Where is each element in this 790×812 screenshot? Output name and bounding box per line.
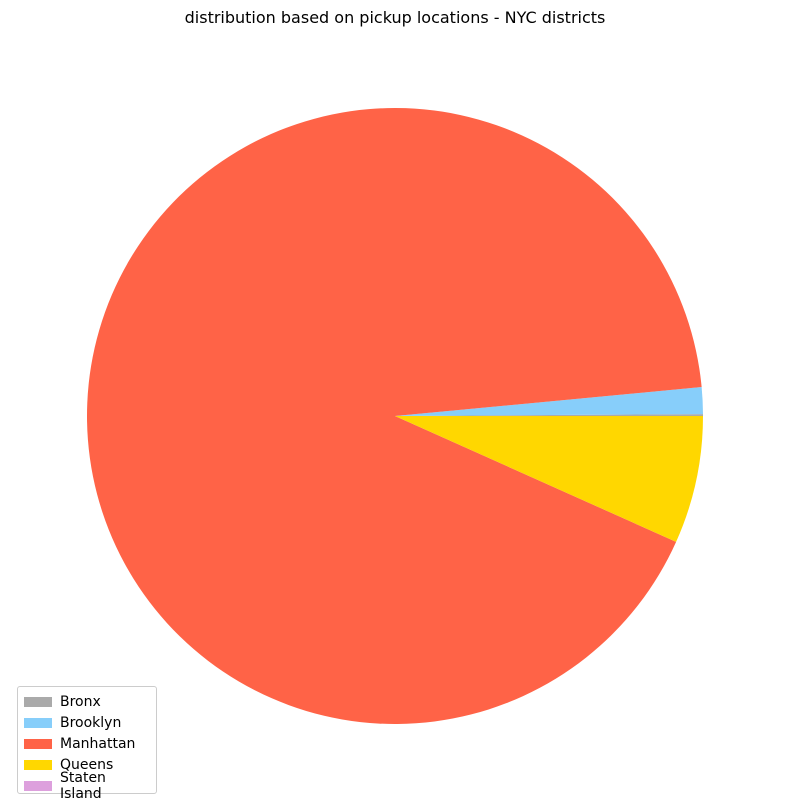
chart-title: distribution based on pickup locations -… (184, 8, 606, 27)
legend-swatch (24, 780, 52, 791)
legend-label: Staten Island (60, 769, 106, 802)
pie-slice-manhattan (86, 107, 702, 725)
legend-label: Manhattan (60, 735, 136, 752)
legend-swatch (24, 759, 52, 770)
pie-slice-queens (395, 416, 703, 542)
legend-entry-brooklyn: Brooklyn (24, 712, 150, 733)
legend-swatch (24, 738, 52, 749)
pie-slice-bronx (395, 414, 703, 416)
legend-entry-staten-island: Staten Island (24, 770, 150, 802)
pie-slice-brooklyn (395, 387, 703, 416)
legend-label: Bronx (60, 693, 101, 710)
legend-label: Queens (60, 756, 114, 773)
legend: Bronx Brooklyn Manhattan Queens Staten Islan… (17, 686, 157, 802)
legend-label: Brooklyn (60, 714, 122, 731)
legend-swatch (24, 717, 52, 728)
legend-entry-bronx: Bronx (24, 691, 150, 712)
legend-entry-manhattan: Manhattan (24, 733, 150, 754)
legend-swatch (24, 696, 52, 707)
legend-entry-queens: Queens (24, 754, 150, 775)
